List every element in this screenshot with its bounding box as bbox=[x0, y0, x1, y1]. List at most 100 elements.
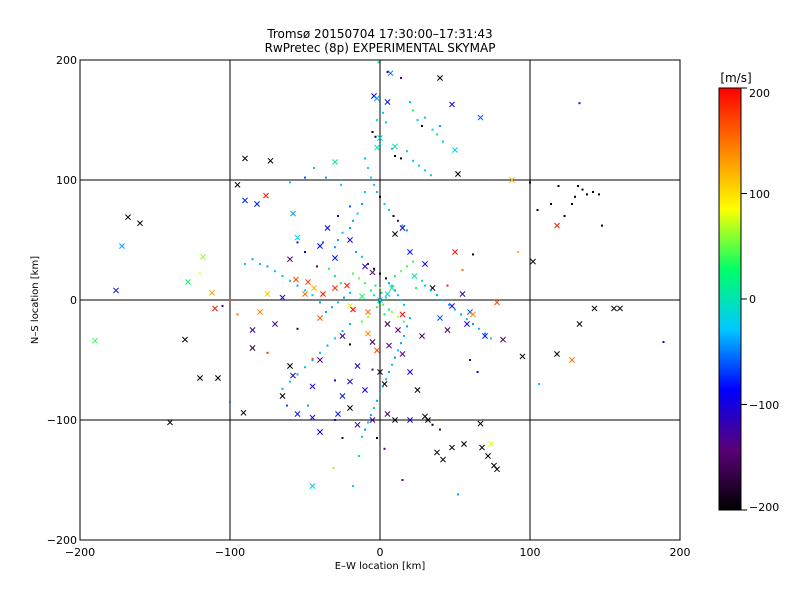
dot-marker-point bbox=[424, 169, 426, 172]
x-marker-point bbox=[425, 417, 431, 423]
x-marker-point bbox=[554, 351, 560, 357]
x-marker-point bbox=[272, 321, 278, 327]
dot-marker-point bbox=[439, 125, 441, 127]
x-marker-point bbox=[449, 444, 455, 451]
dot-marker-point bbox=[296, 284, 299, 287]
x-marker-point bbox=[611, 305, 617, 312]
x-marker-point bbox=[287, 256, 293, 263]
x-marker-point bbox=[440, 456, 446, 463]
x-marker-point bbox=[279, 294, 286, 301]
dot-marker-point bbox=[349, 343, 351, 346]
x-marker-point bbox=[350, 306, 356, 313]
dot-marker-point bbox=[304, 366, 306, 369]
x-marker-point bbox=[374, 95, 380, 102]
dot-marker-point bbox=[400, 342, 402, 345]
dot-marker-point bbox=[319, 301, 321, 304]
dot-marker-point bbox=[574, 195, 576, 198]
colorbar-tick-label: 0 bbox=[749, 293, 756, 306]
dot-marker-point bbox=[337, 215, 339, 217]
dot-marker-point bbox=[334, 275, 336, 277]
x-marker-point bbox=[92, 337, 98, 344]
x-marker-point bbox=[377, 135, 383, 141]
x-marker-point bbox=[359, 293, 365, 300]
x-axis: −200 −100 0 100 200 E–W location [km] bbox=[65, 533, 691, 572]
dot-marker-point bbox=[581, 188, 584, 191]
x-marker-point bbox=[482, 333, 488, 339]
dot-marker-point bbox=[412, 260, 414, 263]
x-marker-point bbox=[264, 291, 271, 297]
x-marker-point bbox=[617, 305, 623, 312]
data-points bbox=[92, 61, 665, 496]
x-marker-point bbox=[414, 387, 421, 393]
x-marker-point bbox=[263, 192, 269, 199]
x-marker-point bbox=[452, 249, 458, 255]
x-marker-point bbox=[242, 197, 248, 204]
x-marker-point bbox=[395, 327, 401, 333]
dot-marker-point bbox=[371, 368, 374, 371]
dot-marker-point bbox=[578, 102, 581, 105]
y-tick-label: 200 bbox=[56, 54, 77, 67]
dot-marker-point bbox=[412, 159, 414, 162]
x-marker-point bbox=[335, 411, 341, 417]
x-marker-point bbox=[309, 483, 316, 489]
dot-marker-point bbox=[355, 251, 357, 253]
x-marker-point bbox=[240, 409, 247, 416]
dot-marker-point bbox=[391, 147, 393, 150]
dot-marker-point bbox=[296, 241, 299, 244]
x-marker-point bbox=[293, 276, 299, 283]
dot-marker-point bbox=[601, 224, 603, 227]
dot-marker-point bbox=[442, 299, 444, 301]
dot-marker-point bbox=[397, 315, 399, 318]
x-marker-point bbox=[332, 285, 338, 291]
dot-marker-point bbox=[388, 282, 390, 285]
x-marker-point bbox=[459, 291, 466, 297]
x-marker-point bbox=[369, 269, 376, 276]
x-marker-point bbox=[347, 378, 353, 385]
x-marker-point bbox=[392, 231, 398, 237]
x-marker-point bbox=[500, 336, 506, 343]
x-marker-point bbox=[317, 315, 323, 321]
x-marker-point bbox=[369, 417, 376, 423]
dot-marker-point bbox=[401, 224, 404, 227]
x-tick-label: 200 bbox=[670, 546, 691, 559]
dot-marker-point bbox=[401, 479, 404, 481]
x-marker-point bbox=[125, 214, 131, 221]
dot-marker-point bbox=[416, 119, 419, 121]
dot-marker-point bbox=[349, 323, 351, 325]
x-marker-point bbox=[407, 417, 413, 423]
dot-marker-point bbox=[382, 303, 384, 306]
dot-marker-point bbox=[376, 119, 378, 121]
dot-marker-point bbox=[337, 239, 339, 241]
x-tick-label: 100 bbox=[520, 546, 541, 559]
x-marker-point bbox=[279, 393, 286, 399]
dot-marker-point bbox=[337, 301, 339, 304]
dot-marker-point bbox=[352, 485, 354, 487]
dot-marker-point bbox=[373, 267, 375, 270]
dot-marker-point bbox=[316, 265, 318, 268]
dot-marker-point bbox=[377, 301, 380, 304]
y-tick-label: −200 bbox=[47, 534, 77, 547]
dot-marker-point bbox=[383, 313, 386, 316]
dot-marker-point bbox=[472, 253, 474, 256]
dot-marker-point bbox=[352, 219, 354, 222]
y-axis: 200 100 0 −100 −200 N–S location [km] bbox=[30, 54, 87, 547]
dot-marker-point bbox=[370, 289, 372, 292]
dot-marker-point bbox=[571, 203, 573, 205]
dot-marker-point bbox=[379, 195, 381, 198]
x-marker-point bbox=[488, 441, 494, 447]
dot-marker-point bbox=[385, 378, 387, 381]
dot-marker-point bbox=[379, 107, 381, 109]
dot-marker-point bbox=[446, 284, 449, 287]
dot-marker-point bbox=[349, 227, 351, 229]
x-marker-point bbox=[392, 417, 398, 423]
dot-marker-point bbox=[400, 270, 402, 273]
dot-marker-point bbox=[406, 229, 408, 232]
dot-marker-point bbox=[266, 351, 269, 354]
dot-marker-point bbox=[406, 325, 408, 328]
x-marker-point bbox=[437, 75, 443, 81]
x-marker-point bbox=[419, 333, 425, 339]
x-marker-point bbox=[485, 453, 491, 459]
dot-marker-point bbox=[388, 308, 390, 311]
x-marker-point bbox=[320, 291, 326, 297]
